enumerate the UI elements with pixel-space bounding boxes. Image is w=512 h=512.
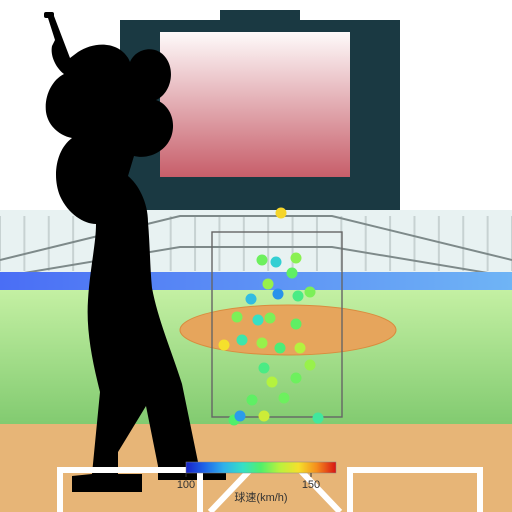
svg-text:100: 100 [177,479,195,491]
scene-svg: 100 150 球速(km/h) [0,0,512,512]
svg-text:150: 150 [302,479,320,491]
colorbar-label: 球速(km/h) [234,490,287,504]
pitch-location-chart: 100 150 球速(km/h) [0,0,512,512]
